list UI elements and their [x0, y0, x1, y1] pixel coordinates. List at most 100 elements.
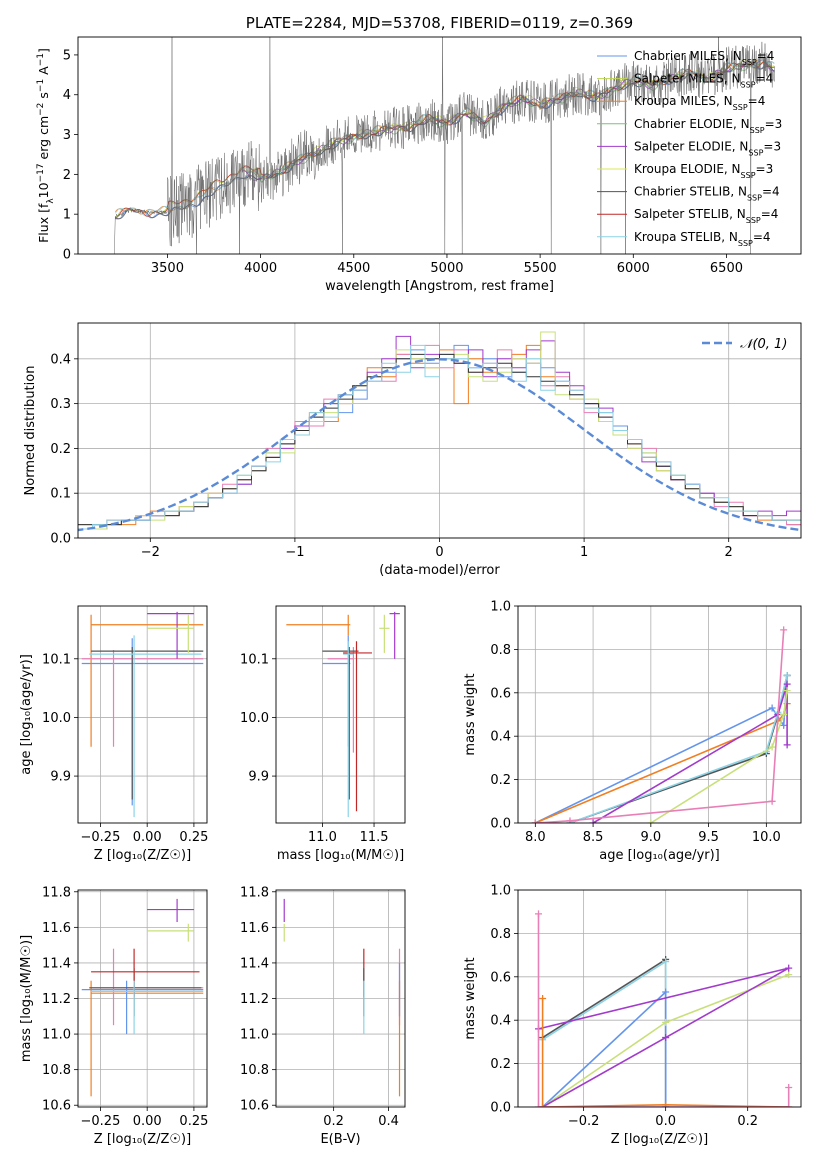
x-tick-label: 0.25: [179, 830, 208, 845]
y-tick-label: 11.6: [42, 921, 71, 936]
y-axis-label: mass weight: [463, 957, 478, 1039]
x-axis-label: Z [log₁₀(Z/Z☉)]: [94, 1132, 191, 1147]
x-tick-label: 0: [435, 545, 443, 560]
legend-label: Chabrier MILES, NSSP=4: [634, 49, 774, 67]
x-tick-label: −0.25: [81, 830, 121, 845]
y-axis-label: mass [log₁₀(M/M☉)]: [19, 935, 34, 1062]
x-tick-label: −0.2: [568, 1114, 600, 1129]
x-tick-label: 9.0: [640, 830, 661, 845]
mass-weight-marker: [662, 1034, 670, 1042]
mass-weight-line: [534, 703, 788, 823]
x-axis-label: Z [log₁₀(Z/Z☉)]: [94, 848, 191, 863]
y-tick-label: 1: [63, 208, 71, 223]
mass-weight-marker: [531, 819, 539, 823]
mass-weight-marker: [783, 671, 791, 679]
x-axis-label: E(B-V): [320, 1132, 360, 1147]
mass-weight-marker: [539, 995, 547, 1002]
axes-frame: [77, 322, 802, 539]
y-axis-label: mass weight: [463, 673, 478, 755]
mass-weight-marker: [785, 964, 793, 972]
mass-weight-line: [541, 998, 789, 1107]
axes-frame: [77, 605, 208, 824]
mass-weight-marker: [589, 819, 597, 823]
y-tick-label: 0.0: [490, 1101, 511, 1116]
y-tick-label: 11.0: [240, 1028, 269, 1043]
axes-frame: [275, 889, 406, 1108]
y-axis-label: Normed distribution: [23, 366, 38, 496]
mass-weight-marker: [662, 958, 670, 966]
panel-mass-weight-vs-age: 8.0 8.5 9.0 9.5 10.0 0.0 0.2 0.4 0.6 0.8 1.0 age [l…: [463, 600, 802, 863]
axes-frame: [517, 889, 802, 1108]
x-axis-label: age [log₁₀(age/yr)]: [599, 848, 720, 863]
mass-weight-line: [650, 690, 788, 823]
x-axis-label: Z [log₁₀(Z/Z☉)]: [611, 1132, 708, 1147]
y-tick-label: 0.0: [490, 817, 511, 832]
x-tick-label: 11.5: [360, 830, 389, 845]
y-tick-label: 11.6: [240, 921, 269, 936]
panel-mass-vs-EBV: 0.2 0.4 10.6 10.8 11.0 11.2 11.4 11.6 11.8 E(B-V): [240, 885, 406, 1147]
y-tick-label: 2: [63, 168, 71, 183]
mass-weight-line: [542, 957, 667, 1107]
chart-title: PLATE=2284, MJD=53708, FIBERID=0119, z=0…: [246, 14, 633, 32]
x-tick-label: 2: [725, 545, 733, 560]
mass-weight-marker: [566, 817, 574, 823]
mass-weight-marker: [662, 1101, 670, 1107]
panel-residuals: −2 −1 0 1 2 0.0 0.1 0.2 0.3 0.4 (data-model)/error…: [23, 322, 802, 578]
x-tick-label: −2: [141, 545, 160, 560]
legend-label: 𝒩(0, 1): [740, 337, 787, 352]
y-tick-label: 0.2: [50, 442, 71, 457]
plot-area-spectrum: [114, 37, 776, 254]
y-axis-label: Flux [fλ10−17 erg cm−2 s−1 A−1]: [36, 48, 56, 243]
legend-label: Salpeter MILES, NSSP=4: [634, 72, 773, 90]
x-tick-label: 4500: [337, 261, 370, 276]
x-tick-label: 0.2: [323, 1114, 344, 1129]
x-tick-label: 5000: [430, 261, 463, 276]
mass-weight-marker: [539, 1103, 547, 1107]
mass-weight-line: [538, 967, 790, 1107]
x-tick-label: 10.0: [752, 830, 781, 845]
y-tick-label: 1.0: [490, 884, 511, 899]
x-axis-label: mass [log₁₀(M/M☉)]: [277, 848, 404, 863]
axes-frame: [77, 889, 208, 1108]
y-tick-label: 3: [63, 128, 71, 143]
mass-weight-marker: [783, 741, 791, 749]
y-tick-label: 0.8: [490, 643, 511, 658]
y-tick-label: 5: [63, 48, 71, 63]
y-tick-label: 10.8: [42, 1063, 71, 1078]
y-tick-label: 11.2: [42, 992, 71, 1007]
x-tick-label: 8.5: [583, 830, 604, 845]
mass-weight-marker: [662, 1018, 670, 1026]
axes-frame: [517, 605, 802, 824]
x-tick-label: 0.0: [655, 1114, 676, 1129]
mass-weight-line: [537, 913, 790, 1107]
mass-weight-marker: [785, 1103, 793, 1107]
plot-area-age-vs-Z: [78, 606, 207, 823]
panel-age-vs-Z: −0.25 0.00 0.25 9.9 10.0 10.1 Z [log₁₀(Z/Z☉)] a…: [19, 605, 208, 863]
axes-frame: [77, 36, 802, 255]
y-tick-label: 10.8: [240, 1063, 269, 1078]
mass-weight-marker: [768, 743, 776, 751]
y-tick-label: 10.1: [240, 652, 269, 667]
mass-weight-marker: [785, 1083, 793, 1091]
legend-label: Chabrier ELODIE, NSSP=3: [634, 117, 782, 135]
mass-weight-marker: [647, 819, 655, 823]
mass-weight-line: [569, 675, 788, 823]
x-tick-label: 4000: [244, 261, 277, 276]
mass-weight-marker: [768, 704, 776, 712]
plot-area-residuals: [78, 323, 801, 538]
y-tick-label: 10.1: [42, 652, 71, 667]
y-tick-label: 11.4: [240, 956, 269, 971]
y-tick-label: 11.2: [240, 992, 269, 1007]
plot-area-mass-vs-Z: [78, 890, 207, 1107]
y-tick-label: 4: [63, 88, 71, 103]
x-tick-label: 0.4: [378, 1114, 399, 1129]
legend-label: Chabrier STELIB, NSSP=4: [634, 185, 780, 203]
x-tick-label: 5500: [524, 261, 557, 276]
mass-weight-marker: [535, 1103, 543, 1107]
x-tick-label: 0.00: [133, 1114, 162, 1129]
legend-label: Kroupa MILES, NSSP=4: [634, 94, 765, 112]
x-tick-label: 9.5: [698, 830, 719, 845]
y-tick-label: 10.0: [42, 711, 71, 726]
mass-weight-marker: [662, 988, 670, 996]
